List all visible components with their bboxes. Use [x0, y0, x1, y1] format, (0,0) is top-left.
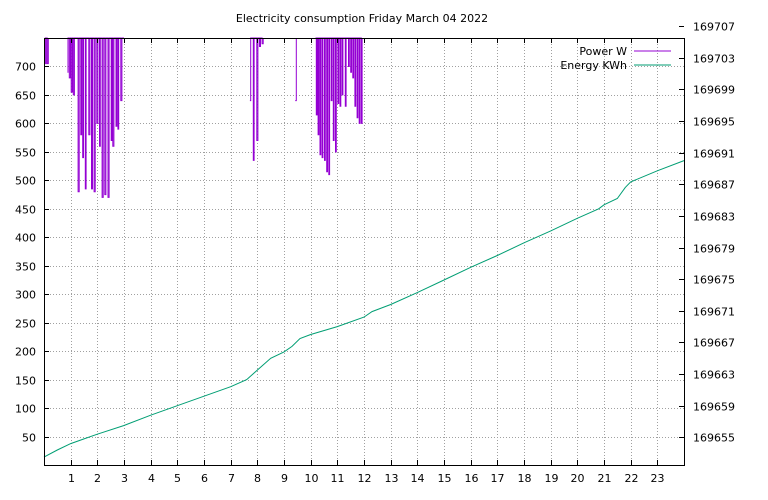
y1-tick-label: 600 [15, 118, 36, 131]
x-tick-label: 6 [201, 472, 208, 485]
y2-tick-label: 169707 [693, 21, 735, 34]
x-tick-label: 5 [174, 472, 181, 485]
legend: Power W Energy KWh [560, 45, 671, 72]
y1-tick-label: 50 [22, 432, 36, 445]
power-series [44, 37, 363, 198]
y2-tick-label: 169691 [693, 148, 735, 161]
x-tick-label: 9 [281, 472, 288, 485]
x-tick-label: 13 [385, 472, 399, 485]
y1-tick-label: 300 [15, 289, 36, 302]
chart-title: Electricity consumption Friday March 04 … [236, 12, 488, 25]
y2-tick-label: 169699 [693, 84, 735, 97]
x-tick-label: 8 [254, 472, 261, 485]
energy-series [43, 160, 685, 458]
x-tick-label: 1 [68, 472, 75, 485]
x-axis: 1 2 3 4 5 6 7 8 9 10 11 12 13 14 15 16 17 18 19 20 21 22 23 [68, 38, 665, 485]
y2-tick-label: 169695 [693, 116, 735, 129]
legend-label-power: Power W [579, 45, 627, 58]
power-line [44, 37, 363, 198]
y2-tick-label: 169703 [693, 53, 735, 66]
y-axis-right: 169655 169659 169663 169667 169671 169675 1696… [679, 21, 735, 445]
x-tick-label: 14 [411, 472, 425, 485]
y1-tick-label: 200 [15, 346, 36, 359]
x-tick-label: 3 [121, 472, 128, 485]
x-tick-label: 2 [94, 472, 101, 485]
y1-tick-label: 400 [15, 232, 36, 245]
x-tick-label: 7 [228, 472, 235, 485]
x-tick-label: 21 [598, 472, 612, 485]
y1-tick-label: 650 [15, 90, 36, 103]
y1-tick-label: 700 [15, 61, 36, 74]
energy-line [43, 160, 685, 458]
y1-tick-label: 100 [15, 403, 36, 416]
y1-tick-label: 550 [15, 147, 36, 160]
y1-tick-label: 150 [15, 375, 36, 388]
y2-tick-label: 169683 [693, 211, 735, 224]
x-tick-label: 23 [651, 472, 665, 485]
y2-tick-label: 169659 [693, 401, 735, 414]
grid [44, 38, 684, 465]
x-tick-label: 20 [571, 472, 585, 485]
x-tick-label: 16 [465, 472, 479, 485]
x-tick-label: 11 [331, 472, 345, 485]
x-tick-label: 4 [148, 472, 155, 485]
y2-tick-label: 169655 [693, 432, 735, 445]
y1-tick-label: 450 [15, 204, 36, 217]
x-tick-label: 18 [518, 472, 532, 485]
y1-tick-label: 500 [15, 175, 36, 188]
legend-item-energy: Energy KWh [560, 59, 671, 72]
x-tick-label: 17 [491, 472, 505, 485]
y1-tick-label: 350 [15, 261, 36, 274]
x-tick-label: 19 [545, 472, 559, 485]
x-tick-label: 12 [358, 472, 372, 485]
x-tick-label: 10 [305, 472, 319, 485]
x-tick-label: 15 [438, 472, 452, 485]
y2-tick-label: 169687 [693, 179, 735, 192]
legend-item-power: Power W [579, 45, 671, 58]
y2-tick-label: 169671 [693, 306, 735, 319]
legend-label-energy: Energy KWh [560, 59, 627, 72]
y-axis-left: 50 100 150 200 250 300 350 400 450 500 550 600 650 70… [15, 61, 49, 445]
y2-tick-label: 169675 [693, 274, 735, 287]
y2-tick-label: 169667 [693, 337, 735, 350]
x-tick-label: 22 [625, 472, 639, 485]
y1-tick-label: 250 [15, 318, 36, 331]
y2-tick-label: 169679 [693, 243, 735, 256]
y2-tick-label: 169663 [693, 369, 735, 382]
